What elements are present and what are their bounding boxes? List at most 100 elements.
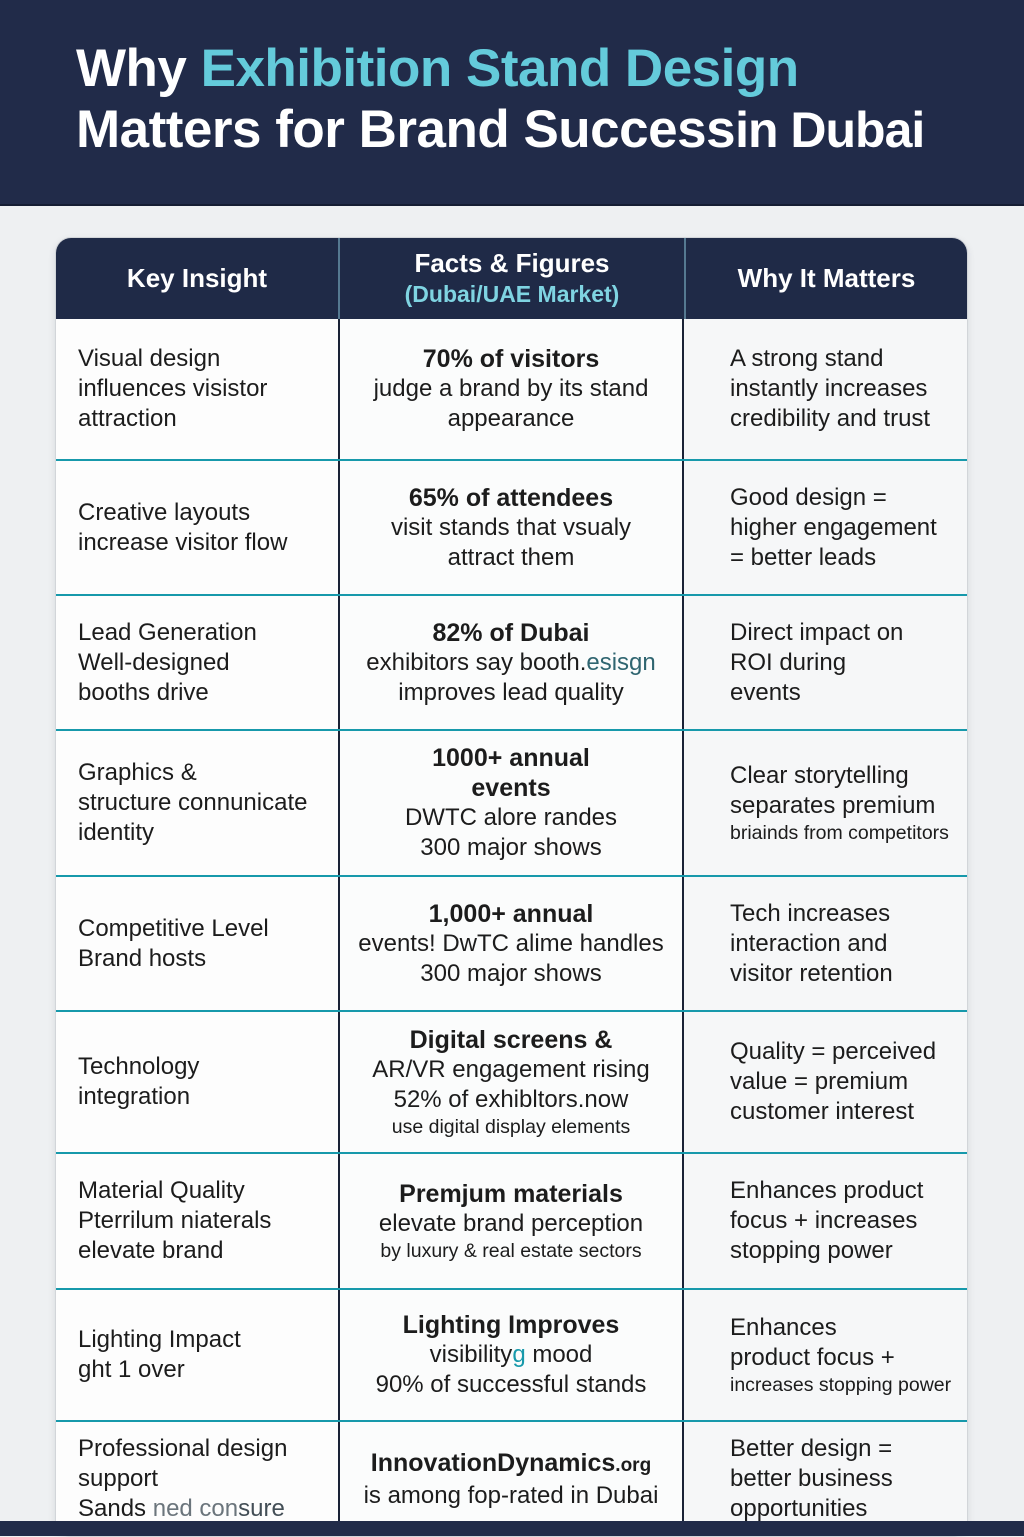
text-segment: Professional design bbox=[78, 1435, 288, 1462]
text-line: Enhances bbox=[730, 1313, 953, 1343]
text-segment: Direct impact on bbox=[730, 618, 904, 646]
text-segment: structure connunicate bbox=[78, 789, 308, 816]
text-line: Graphics & bbox=[78, 758, 324, 788]
cell-why: Good design = higher engagement = better l… bbox=[684, 461, 967, 594]
text-line: elevate brand perception bbox=[354, 1209, 668, 1239]
text-line: customer interest bbox=[730, 1097, 953, 1127]
header-label: Facts & Figures bbox=[414, 247, 610, 278]
table-row: Visual design influences visistor attracti… bbox=[56, 319, 967, 459]
text-line: ROI during bbox=[730, 648, 953, 678]
cell-facts: Premjum materials elevate brand perceptio… bbox=[338, 1154, 684, 1288]
text-segment: Lighting Improves bbox=[402, 1311, 620, 1339]
cell-facts: 1000+ annual events DWTC alore randes 300 m… bbox=[338, 731, 684, 875]
text-segment: use digital display elements bbox=[391, 1115, 631, 1138]
text-line: integration bbox=[78, 1082, 324, 1112]
text-line: Digital screens & bbox=[354, 1025, 668, 1055]
page-title: Why Exhibition Stand Design Matters for B… bbox=[0, 0, 1024, 161]
cell-why: Enhances product focus + increases stoppin… bbox=[684, 1154, 967, 1288]
cell-insight: Lighting Impact ght 1 over bbox=[56, 1290, 338, 1420]
text-line: attract them bbox=[354, 543, 668, 573]
header-sublabel: (Dubai/UAE Market) bbox=[404, 280, 620, 307]
text-segment: g bbox=[512, 1341, 526, 1368]
text-segment: DWTC alore randes bbox=[404, 804, 618, 831]
text-segment: 1000+ annual bbox=[432, 744, 590, 772]
text-line: 300 major shows bbox=[354, 833, 668, 863]
text-line: events bbox=[354, 773, 668, 803]
text-segment: opportunities bbox=[730, 1495, 868, 1522]
text-line: Lighting Improves bbox=[354, 1310, 668, 1340]
text-line: interaction and bbox=[730, 929, 953, 959]
text-line: Enhances product bbox=[730, 1176, 953, 1206]
title-line1-teal: Exhibition Stand Design bbox=[200, 39, 800, 98]
text-segment: Good design = bbox=[730, 483, 887, 511]
text-segment: events bbox=[471, 774, 551, 802]
text-line: support bbox=[78, 1464, 324, 1494]
title-line2-suffix: in Dubai bbox=[735, 102, 925, 158]
text-segment: credibility and trust bbox=[730, 405, 931, 432]
text-line: 70% of visitors bbox=[354, 344, 668, 374]
text-line: by luxury & real estate sectors bbox=[354, 1239, 668, 1264]
cell-insight: Creative layouts increase visitor flow bbox=[56, 461, 338, 594]
text-line: 1000+ annual bbox=[354, 743, 668, 773]
text-line: focus + increases bbox=[730, 1206, 953, 1236]
text-line: increases stopping power bbox=[730, 1373, 953, 1398]
text-line: exhibitors say booth.esisgn bbox=[354, 648, 668, 678]
text-segment: Quality = perceived bbox=[730, 1038, 937, 1065]
text-segment: Material Quality bbox=[78, 1177, 245, 1204]
title-band: Why Exhibition Stand Design Matters for B… bbox=[0, 0, 1024, 206]
text-line: judge a brand by its stand bbox=[354, 374, 668, 404]
text-segment: booths drive bbox=[78, 678, 209, 706]
cell-facts: 65% of attendees visit stands that vsualy… bbox=[338, 461, 684, 594]
text-segment: improves lead quality bbox=[398, 678, 624, 706]
text-segment: attraction bbox=[78, 405, 177, 432]
text-segment: Enhances product bbox=[730, 1177, 924, 1204]
cell-why: Clear storytelling separates premium briai… bbox=[684, 731, 967, 875]
text-line: credibility and trust bbox=[730, 404, 953, 434]
text-line: Sands ned consure bbox=[78, 1494, 324, 1524]
table-row: Lighting Impact ght 1 over Lighting Impro… bbox=[56, 1288, 967, 1420]
table-row: Technology integration Digital screens & A… bbox=[56, 1010, 967, 1152]
text-line: Material Quality bbox=[78, 1176, 324, 1206]
cell-why: Direct impact on ROI during events bbox=[684, 596, 967, 729]
text-segment: by luxury & real estate sectors bbox=[380, 1239, 642, 1262]
text-segment: Sands bbox=[78, 1495, 153, 1522]
cell-insight: Graphics & structure connunicate identity bbox=[56, 731, 338, 875]
text-segment: focus + increases bbox=[730, 1207, 918, 1234]
cell-facts: Digital screens & AR/VR engagement rising… bbox=[338, 1012, 684, 1152]
text-line: Professional design bbox=[78, 1434, 324, 1464]
text-line: Brand hosts bbox=[78, 944, 324, 974]
infographic-table: Key Insight Facts & Figures (Dubai/UAE M… bbox=[55, 237, 968, 1537]
text-line: Competitive Level bbox=[78, 914, 324, 944]
text-line: ght 1 over bbox=[78, 1355, 324, 1385]
cell-facts: 70% of visitors judge a brand by its stan… bbox=[338, 319, 684, 459]
text-segment: product focus + bbox=[730, 1343, 895, 1371]
text-segment: Digital screens & bbox=[409, 1025, 613, 1054]
cell-insight: Competitive Level Brand hosts bbox=[56, 877, 338, 1010]
text-line: A strong stand bbox=[730, 344, 953, 374]
text-segment: higher engagement bbox=[730, 513, 937, 541]
text-segment: esisgn bbox=[586, 648, 656, 676]
cell-insight: Technology integration bbox=[56, 1012, 338, 1152]
text-segment: elevate brand perception bbox=[378, 1209, 644, 1237]
text-segment: 82% of Dubai bbox=[432, 618, 590, 647]
text-line: Lighting Impact bbox=[78, 1325, 324, 1355]
text-segment: Enhances bbox=[730, 1313, 837, 1341]
title-line2-white: Matters for Brand Success bbox=[76, 100, 736, 159]
text-segment: Lead Generation bbox=[78, 618, 257, 646]
text-segment: visibility bbox=[429, 1341, 513, 1368]
text-segment: Well-designed bbox=[78, 648, 230, 676]
text-line: Lead Generation bbox=[78, 618, 324, 648]
text-segment: increases stopping power bbox=[730, 1373, 952, 1396]
text-segment: 300 major shows bbox=[420, 834, 602, 861]
header-cell-why-it-matters: Why It Matters bbox=[684, 238, 967, 319]
text-line: is among fop-rated in Dubai bbox=[354, 1481, 668, 1511]
text-segment: visit stands that vsualy bbox=[390, 513, 632, 541]
text-line: visit stands that vsualy bbox=[354, 513, 668, 543]
text-line: events! DwTC alime handles bbox=[354, 929, 668, 959]
text-line: appearance bbox=[354, 404, 668, 434]
text-line: elevate brand bbox=[78, 1236, 324, 1266]
text-line: improves lead quality bbox=[354, 678, 668, 708]
text-line: Direct impact on bbox=[730, 618, 953, 648]
text-segment: elevate brand bbox=[78, 1237, 224, 1264]
text-segment: Technology bbox=[78, 1053, 200, 1080]
